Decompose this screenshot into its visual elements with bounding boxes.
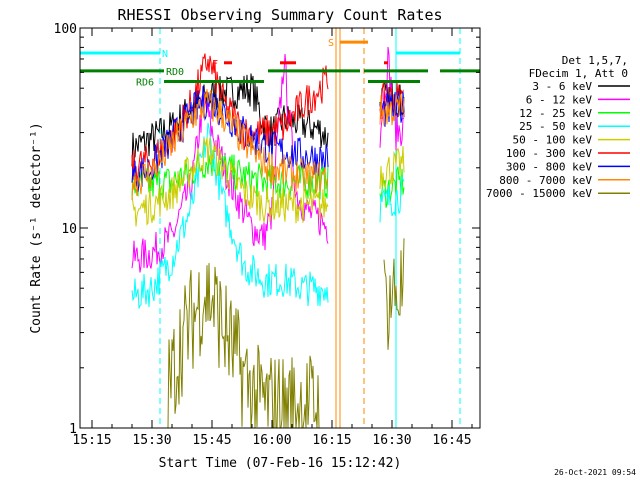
- annotation-n: N: [162, 49, 168, 60]
- y-axis-label: Count Rate (s⁻¹ detector⁻¹): [29, 122, 44, 333]
- legend-header-1: FDecim 1, Att 0: [529, 67, 628, 80]
- legend-label-4: 50 - 100 keV: [513, 134, 593, 147]
- annotation-f: F: [212, 59, 218, 70]
- series-6-segment-0: [131, 86, 329, 192]
- x-tick-label-3: 16:00: [252, 433, 291, 448]
- series-5-segment-0: [131, 53, 329, 183]
- legend-label-6: 300 - 800 keV: [506, 160, 592, 173]
- legend-label-8: 7000 - 15000 keV: [486, 187, 592, 200]
- series-0-segment-0: [131, 73, 329, 167]
- series-4-segment-1: [379, 146, 405, 190]
- series-7-segment-1: [379, 93, 405, 126]
- x-tick-label-2: 15:45: [192, 433, 231, 448]
- series-8-segment-1: [383, 238, 405, 350]
- legend-label-5: 100 - 300 keV: [506, 147, 592, 160]
- y-tick-label-1: 10: [61, 222, 77, 237]
- x-axis-label: Start Time (07-Feb-16 15:12:42): [159, 456, 402, 471]
- x-tick-label-1: 15:30: [132, 433, 171, 448]
- legend-label-3: 25 - 50 keV: [519, 120, 592, 133]
- series-4: [131, 137, 405, 227]
- annotation-s: S: [328, 38, 334, 49]
- x-tick-label-4: 16:15: [312, 433, 351, 448]
- series-3: [131, 122, 405, 309]
- series-4-segment-0: [131, 137, 329, 227]
- footer-timestamp: 26-Oct-2021 09:54: [554, 468, 636, 477]
- x-tick-label-5: 16:30: [372, 433, 411, 448]
- series-3-segment-0: [131, 122, 329, 309]
- legend-label-7: 800 - 7000 keV: [499, 174, 592, 187]
- series-3-segment-1: [379, 176, 405, 223]
- legend-header-0: Det 1,5,7,: [562, 54, 628, 67]
- series-0: [131, 73, 405, 167]
- annotation-rd6: RD6: [136, 78, 154, 89]
- series-7-segment-0: [131, 89, 329, 200]
- legend-label-1: 6 - 12 keV: [526, 93, 593, 106]
- chart-title: RHESSI Observing Summary Count Rates: [117, 6, 442, 24]
- y-tick-label-0: 1: [69, 422, 77, 437]
- legend-label-0: 3 - 6 keV: [532, 80, 592, 93]
- series-8-segment-0: [167, 263, 320, 428]
- legend-label-2: 12 - 25 keV: [519, 107, 592, 120]
- y-tick-label-2: 100: [54, 22, 77, 37]
- series-8: [167, 238, 405, 428]
- series-7: [131, 89, 405, 200]
- x-tick-label-0: 15:15: [72, 433, 111, 448]
- annotation-rd0: RD0: [166, 67, 184, 78]
- x-tick-label-6: 16:45: [432, 433, 471, 448]
